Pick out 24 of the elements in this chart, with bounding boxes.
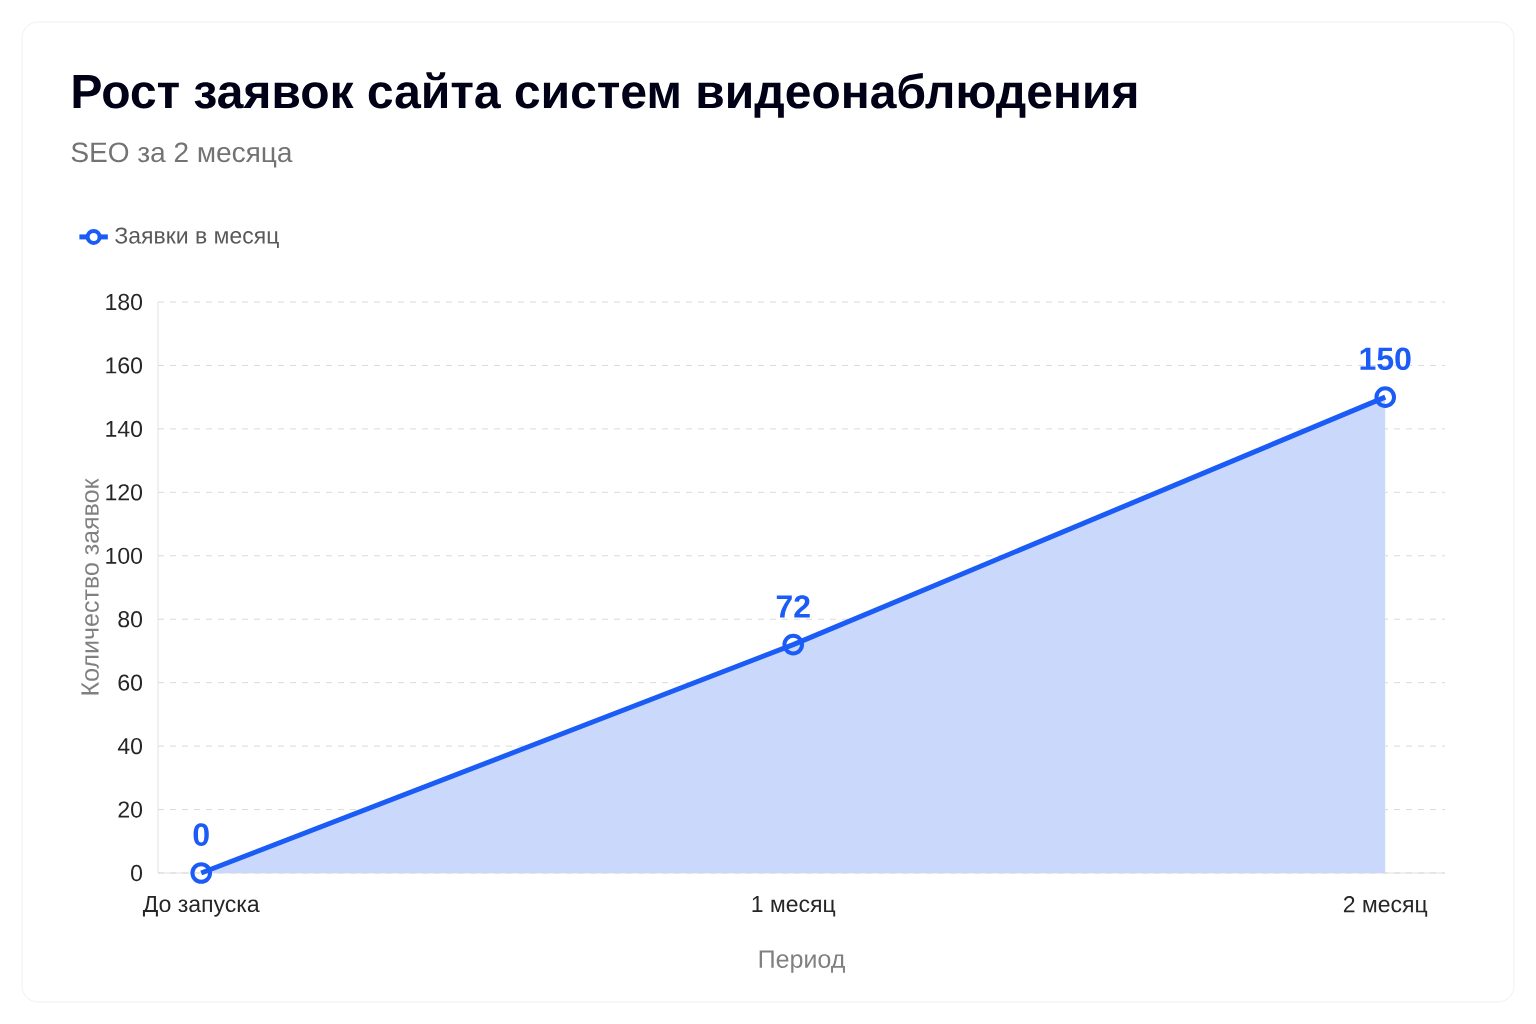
y-tick-label: 0	[131, 864, 143, 882]
x-tick-label: 2 месяц	[1343, 896, 1428, 917]
y-tick-label: 180	[106, 293, 143, 311]
y-tick-label: 120	[106, 484, 143, 501]
point	[190, 862, 213, 884]
x-axis-title: Период	[759, 950, 845, 973]
y-tick-label: 100	[106, 547, 143, 564]
y-axis-title: Количество заявок	[81, 478, 99, 695]
point	[1374, 386, 1397, 408]
chart-subtitle: SEO за 2 месяца	[71, 142, 293, 168]
y-tick-label: 80	[118, 611, 143, 628]
x-tick-label: 1 месяц	[752, 896, 836, 917]
data-label: 150	[1360, 347, 1411, 371]
chart-title: Рост заявок сайта систем видеонаблюдения	[73, 72, 1137, 118]
point	[782, 633, 805, 656]
y-tick-label: 160	[106, 357, 143, 374]
x-tick-label: До запуска	[142, 896, 260, 917]
y-tick-label: 140	[106, 420, 143, 438]
data-label: 0	[193, 823, 209, 846]
legend-label: Заявки в месяц	[115, 227, 279, 249]
y-tick-label: 60	[118, 674, 143, 691]
data-label: 72	[776, 595, 810, 618]
y-tick-label: 40	[117, 737, 143, 755]
y-tick-label: 20	[118, 801, 143, 818]
